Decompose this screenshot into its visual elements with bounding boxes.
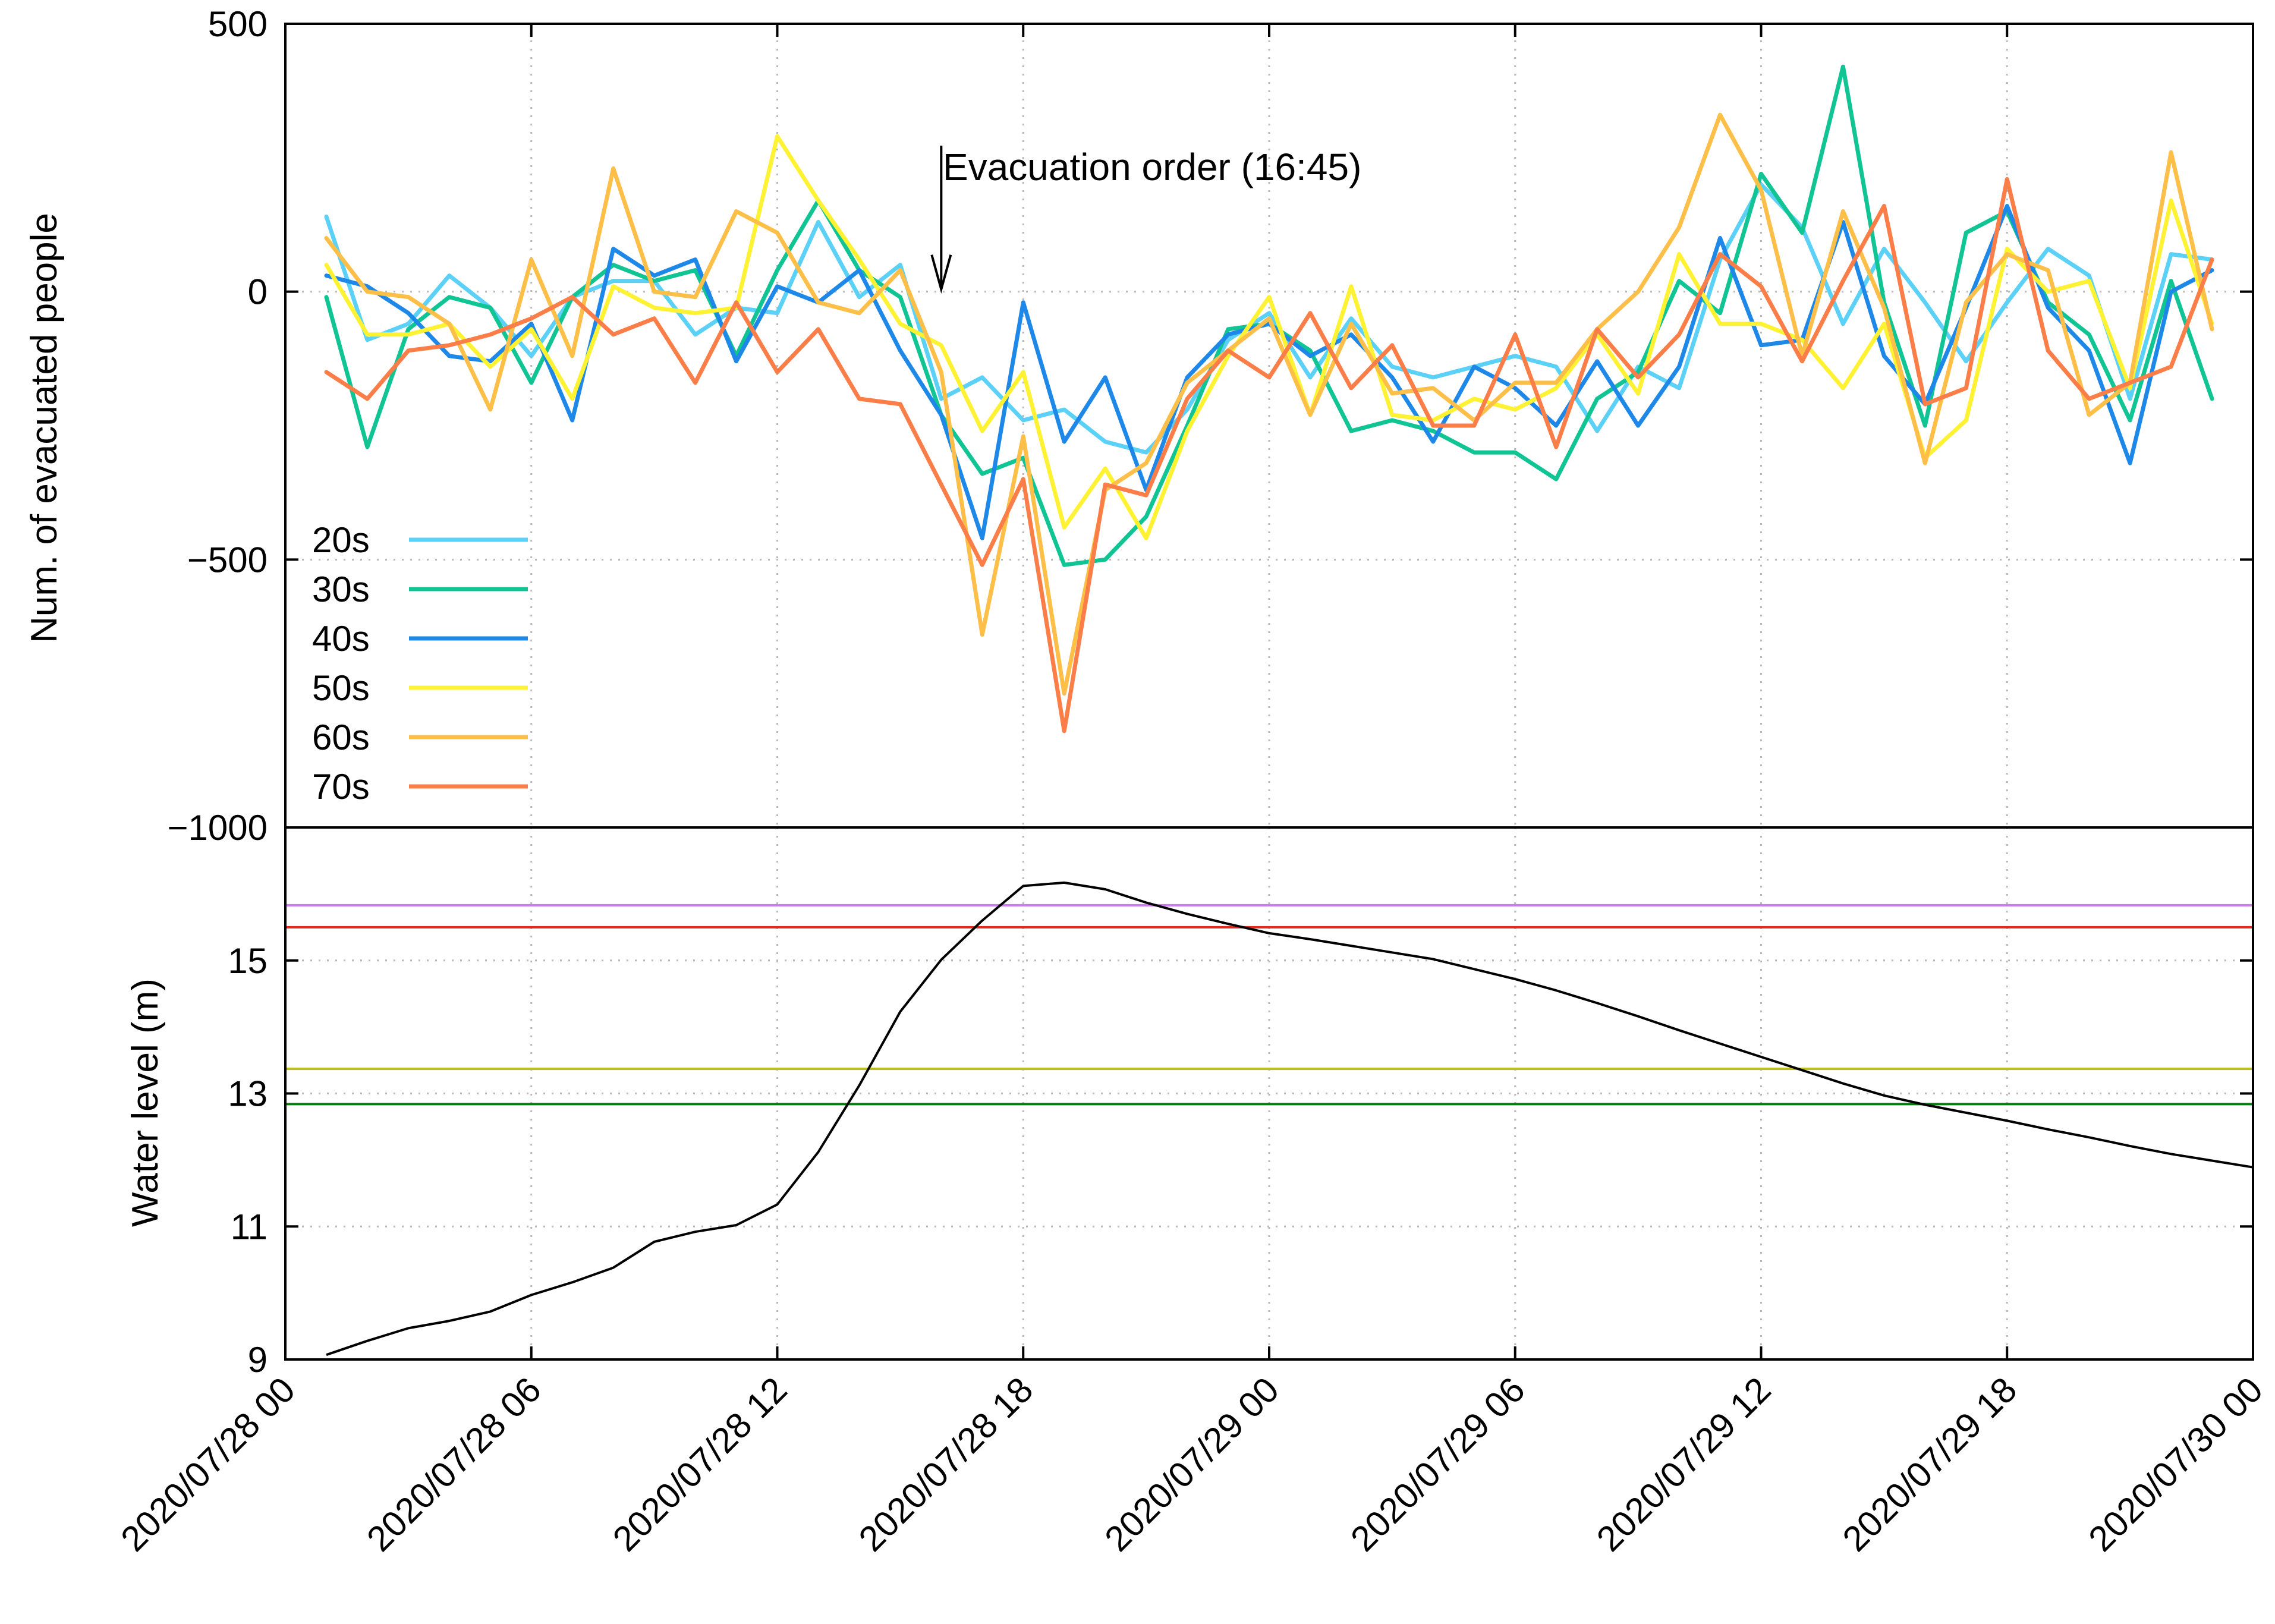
x-tick-label: 2020/07/29 12	[1589, 1370, 1779, 1559]
x-tick-label: 2020/07/28 00	[113, 1370, 303, 1559]
top-y-tick-label: −1000	[167, 808, 268, 848]
series-line-40s	[324, 204, 2214, 540]
legend-item-60s: 60s	[312, 717, 528, 757]
x-tick-label: 2020/07/29 18	[1835, 1370, 2025, 1559]
top-chart-series	[324, 64, 2214, 734]
legend-label: 20s	[312, 520, 370, 560]
top-y-axis-label: Num. of evacuated people	[24, 213, 65, 643]
legend-item-30s: 30s	[312, 569, 528, 609]
legend-label: 40s	[312, 619, 370, 659]
annotation-arrow-head	[930, 254, 952, 294]
legend-label: 50s	[312, 668, 370, 708]
legend-item-70s: 70s	[312, 767, 528, 807]
axis-labels: −1000 −500 0 500 9 11 13 15 2020/07/28 00 2020/07…	[113, 4, 2270, 1559]
legend-label: 70s	[312, 767, 370, 807]
top-y-tick-label: 500	[208, 4, 268, 44]
series-line-50s	[324, 134, 2214, 540]
evacuation-order-annotation: Evacuation order (16:45)	[930, 146, 1361, 294]
x-tick-label: 2020/07/30 00	[2081, 1370, 2270, 1559]
bottom-y-tick-label: 11	[231, 1207, 268, 1247]
top-y-tick-label: −500	[187, 540, 268, 580]
legend-item-20s: 20s	[312, 520, 528, 560]
top-chart-grid	[285, 24, 2253, 827]
bottom-y-tick-label: 9	[248, 1340, 268, 1380]
legend-item-50s: 50s	[312, 668, 528, 708]
annotation-label: Evacuation order (16:45)	[943, 146, 1361, 188]
x-tick-label: 2020/07/29 06	[1343, 1370, 1533, 1559]
x-tick-label: 2020/07/28 06	[359, 1370, 549, 1559]
legend-item-40s: 40s	[312, 619, 528, 659]
axis-ticks	[284, 23, 2254, 1361]
bottom-chart-grid	[285, 827, 2253, 1359]
x-tick-label: 2020/07/28 12	[605, 1370, 795, 1559]
bottom-y-tick-label: 13	[228, 1074, 268, 1114]
bottom-y-axis-label: Water level (m)	[125, 978, 166, 1227]
series-line-60s	[324, 112, 2214, 696]
bottom-y-tick-label: 15	[228, 941, 268, 981]
x-tick-label: 2020/07/28 18	[851, 1370, 1041, 1559]
legend-label: 30s	[312, 569, 370, 609]
legend-label: 60s	[312, 717, 370, 757]
top-y-tick-label: 0	[248, 272, 268, 312]
x-tick-label: 2020/07/29 00	[1097, 1370, 1286, 1559]
water-level-line	[326, 881, 2254, 1357]
series-line-70s	[324, 177, 2214, 734]
legend: 20s 30s 40s 50s 60s 70s	[312, 520, 528, 807]
bottom-chart-series	[285, 881, 2254, 1357]
